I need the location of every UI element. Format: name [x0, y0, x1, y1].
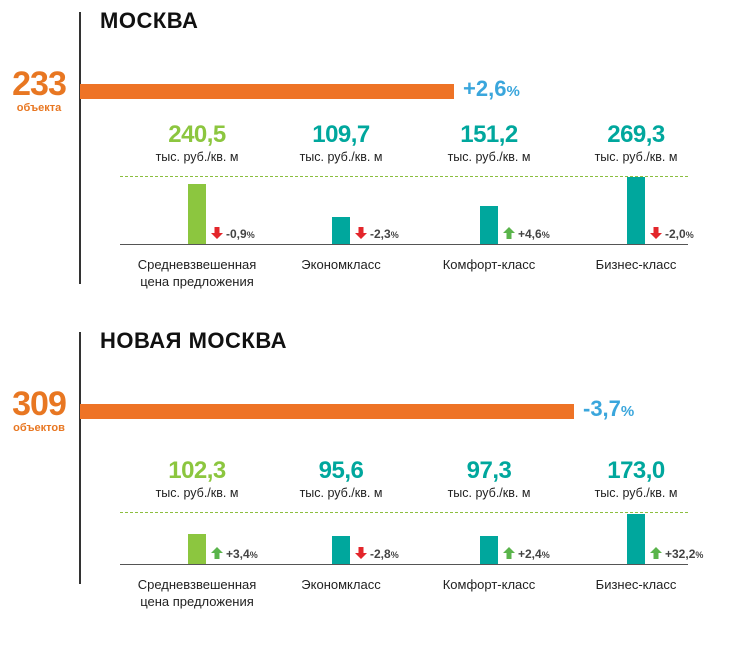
category-label: Бизнес-класс — [561, 576, 711, 593]
chart-panel: НОВАЯ МОСКВА 309 объектов -3,7% 102,3 тыс. ру… — [0, 320, 737, 640]
price-change: -2,3% — [355, 227, 399, 241]
objects-change: -3,7% — [583, 396, 634, 422]
vertical-axis-line — [79, 332, 81, 584]
average-dashed-line — [120, 175, 688, 177]
price-unit: тыс. руб./кв. м — [447, 486, 531, 500]
category-label: Средневзвешенная цена предложения — [122, 576, 272, 610]
objects-change: +2,6% — [463, 76, 520, 102]
price-change-value: -2,0 — [665, 227, 686, 241]
objects-count: 309 объектов — [0, 386, 78, 434]
arrow-up-icon — [503, 547, 515, 559]
objects-count: 233 объекта — [0, 66, 78, 114]
price-change: +2,4% — [503, 547, 550, 561]
arrow-up-icon — [211, 547, 223, 559]
objects-count-label: объектов — [13, 422, 65, 434]
price-value: 109,7 — [312, 121, 370, 148]
category-label: Комфорт-класс — [414, 576, 564, 593]
price-unit: тыс. руб./кв. м — [155, 150, 239, 164]
price-value: 151,2 — [460, 121, 518, 148]
objects-count-label: объекта — [16, 102, 62, 114]
category-label: Средневзвешенная цена предложения — [122, 256, 272, 290]
price-bar — [480, 206, 498, 244]
objects-change-percent: % — [506, 83, 520, 100]
price-change: -2,8% — [355, 547, 399, 561]
price-change-percent: % — [541, 550, 550, 560]
arrow-down-icon — [355, 547, 367, 559]
vertical-axis-line — [79, 12, 81, 284]
category-label: Экономкласс — [266, 256, 416, 273]
price-change: -2,0% — [650, 227, 694, 241]
objects-bar — [80, 84, 454, 99]
price-unit: тыс. руб./кв. м — [594, 150, 678, 164]
arrow-up-icon — [503, 227, 515, 239]
objects-bar — [80, 404, 574, 419]
category-label: Комфорт-класс — [414, 256, 564, 273]
price-unit: тыс. руб./кв. м — [447, 150, 531, 164]
category-label-line: Бизнес-класс — [595, 577, 677, 592]
category-label-line: Экономкласс — [301, 257, 381, 272]
arrow-down-icon — [650, 227, 662, 239]
price-bar — [480, 536, 498, 564]
price-change-value: +3,4 — [226, 547, 250, 561]
chart-panel: МОСКВА 233 объекта +2,6% 240,5 тыс. руб./кв. … — [0, 0, 737, 320]
arrow-up-icon — [650, 547, 662, 559]
category-label-line: Комфорт-класс — [442, 577, 536, 592]
price-bar — [627, 177, 645, 244]
price-change-percent: % — [695, 550, 704, 560]
price-unit: тыс. руб./кв. м — [594, 486, 678, 500]
price-unit: тыс. руб./кв. м — [155, 486, 239, 500]
objects-change-percent: % — [620, 403, 635, 420]
objects-count-number: 233 — [12, 65, 67, 103]
category-label: Бизнес-класс — [561, 256, 711, 273]
price-change-percent: % — [541, 230, 550, 240]
price-change: +4,6% — [503, 227, 550, 241]
price-bar — [627, 514, 645, 564]
price-change-value: -2,8 — [370, 547, 391, 561]
panel-title: НОВАЯ МОСКВА — [100, 328, 288, 353]
price-bar — [332, 536, 350, 564]
chart-baseline — [120, 564, 688, 566]
category-label-line: цена предложения — [140, 274, 254, 289]
price-change-percent: % — [390, 550, 399, 560]
price-bar — [188, 184, 206, 244]
price-unit: тыс. руб./кв. м — [299, 486, 383, 500]
price-value: 240,5 — [168, 121, 226, 148]
objects-change-value: -3,7 — [583, 396, 621, 421]
category-label-line: Средневзвешенная — [137, 577, 257, 592]
price-value: 102,3 — [168, 457, 226, 484]
arrow-down-icon — [355, 227, 367, 239]
category-label-line: Средневзвешенная — [137, 257, 257, 272]
price-change-value: -0,9 — [226, 227, 247, 241]
price-change-value: +32,2 — [665, 547, 696, 561]
average-dashed-line — [120, 511, 688, 513]
price-value: 269,3 — [607, 121, 665, 148]
panel-title: МОСКВА — [100, 8, 199, 33]
price-change-value: -2,3 — [370, 227, 391, 241]
price-change-value: +2,4 — [518, 547, 542, 561]
price-change-percent: % — [249, 550, 258, 560]
price-change-value: +4,6 — [518, 227, 542, 241]
price-value: 95,6 — [318, 457, 364, 484]
price-change-percent: % — [390, 230, 399, 240]
price-bar — [332, 217, 350, 244]
category-label-line: Бизнес-класс — [595, 257, 677, 272]
category-label-line: Комфорт-класс — [442, 257, 536, 272]
category-label: Экономкласс — [266, 576, 416, 593]
price-change: +3,4% — [211, 547, 258, 561]
price-unit: тыс. руб./кв. м — [299, 150, 383, 164]
arrow-down-icon — [211, 227, 223, 239]
price-change: +32,2% — [650, 547, 703, 561]
price-value: 97,3 — [466, 457, 512, 484]
price-value: 173,0 — [607, 457, 665, 484]
price-change-percent: % — [685, 230, 694, 240]
category-label-line: цена предложения — [140, 594, 254, 609]
price-change-percent: % — [246, 230, 255, 240]
objects-change-value: +2,6 — [463, 76, 507, 101]
price-change: -0,9% — [211, 227, 255, 241]
category-label-line: Экономкласс — [301, 577, 381, 592]
chart-baseline — [120, 244, 688, 246]
price-bar — [188, 534, 206, 564]
objects-count-number: 309 — [12, 385, 67, 423]
